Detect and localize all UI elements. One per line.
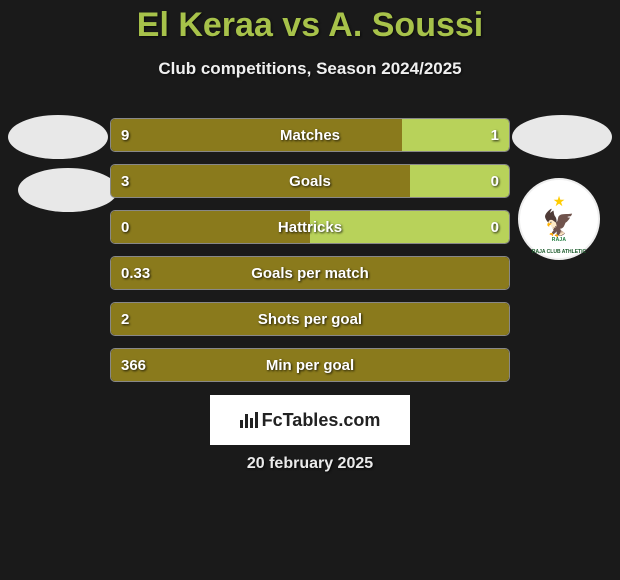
stat-row: 9Matches1: [110, 118, 510, 152]
stat-value-right: 0: [491, 165, 499, 198]
stat-value-right: 0: [491, 211, 499, 244]
stat-label: Shots per goal: [111, 303, 509, 336]
stat-label: Matches: [111, 119, 509, 152]
stat-label: Goals: [111, 165, 509, 198]
date-text: 20 february 2025: [0, 455, 620, 473]
stats-panel: 9Matches13Goals00Hattricks00.33Goals per…: [110, 118, 510, 394]
stat-row: 0.33Goals per match: [110, 256, 510, 290]
eagle-icon: 🦅: [543, 210, 575, 236]
stat-row: 0Hattricks0: [110, 210, 510, 244]
stat-row: 2Shots per goal: [110, 302, 510, 336]
stat-label: Min per goal: [111, 349, 509, 382]
fctables-watermark: FcTables.com: [210, 395, 410, 445]
player2-badge-placeholder: [512, 115, 612, 159]
fctables-label: FcTables.com: [262, 410, 381, 431]
bars-icon: [240, 412, 258, 428]
club-badge-top-text: RAJA: [552, 237, 566, 243]
stat-row: 366Min per goal: [110, 348, 510, 382]
player1-badge-placeholder-2: [18, 168, 118, 212]
infographic: El Keraa vs A. Soussi Club competitions,…: [0, 0, 620, 79]
stat-row: 3Goals0: [110, 164, 510, 198]
stat-label: Goals per match: [111, 257, 509, 290]
club-badge: ★ 🦅 RAJA RAJA CLUB ATHLETIC: [518, 178, 600, 260]
subtitle: Club competitions, Season 2024/2025: [0, 59, 620, 79]
stat-label: Hattricks: [111, 211, 509, 244]
club-badge-bottom-text: RAJA CLUB ATHLETIC: [532, 249, 586, 255]
page-title: El Keraa vs A. Soussi: [0, 0, 620, 45]
stat-value-right: 1: [491, 119, 499, 152]
player1-badge-placeholder-1: [8, 115, 108, 159]
